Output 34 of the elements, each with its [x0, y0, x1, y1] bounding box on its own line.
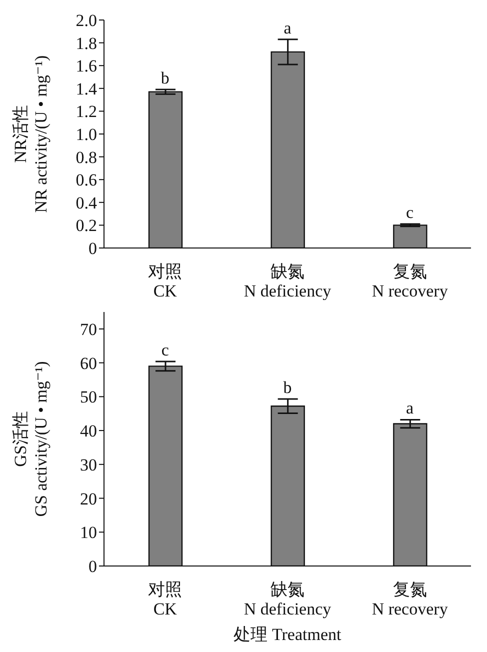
y-tick-label: 10 [80, 523, 97, 542]
y-tick-label: 2.0 [76, 11, 97, 30]
y-tick-label: 0 [88, 557, 97, 576]
annotation: b [160, 68, 170, 88]
y-tick-label: 20 [80, 489, 97, 508]
x-tick-label: 复氮 N recovery [372, 580, 448, 619]
x-tick-label: 对照 CK [148, 580, 182, 619]
y-axis-title: GS活性 GS activity/(U • mg⁻¹) [11, 361, 50, 517]
annotation: c [161, 340, 170, 360]
x-axis-title: 处理 Treatment [234, 625, 342, 644]
y-tick-label: 0.2 [76, 216, 97, 236]
annotation: b [283, 378, 292, 398]
x-tick-label: 缺氮 N deficiency [244, 262, 332, 301]
y-tick-label: 60 [80, 354, 97, 373]
y-tick-label: 1.6 [76, 56, 97, 76]
y-tick-label: 1.4 [76, 79, 98, 98]
y-tick-label: 40 [80, 422, 97, 441]
y-tick-label: 0.8 [76, 148, 97, 167]
x-tick-label: 复氮 N recovery [372, 262, 448, 301]
annotation: c [406, 203, 414, 222]
y-axis-title: NR活性 NR activity/(U • mg⁻¹) [11, 55, 50, 213]
y-tick-label: 30 [80, 455, 97, 474]
y-tick-label: 0 [88, 239, 97, 258]
x-tick-label: 缺氮 N deficiency [244, 580, 332, 619]
x-tick-label: 对照 CK [148, 262, 182, 301]
y-tick-label: 0.6 [76, 170, 97, 190]
y-tick-label: 50 [80, 388, 97, 407]
annotation: a [284, 18, 292, 38]
y-tick-label: 1.0 [76, 125, 97, 144]
y-tick-label: 1.2 [76, 102, 97, 122]
annotation: a [406, 398, 414, 418]
y-tick-label: 1.8 [76, 34, 97, 53]
y-tick-label: 0.4 [76, 193, 98, 212]
y-tick-label: 70 [80, 320, 97, 339]
